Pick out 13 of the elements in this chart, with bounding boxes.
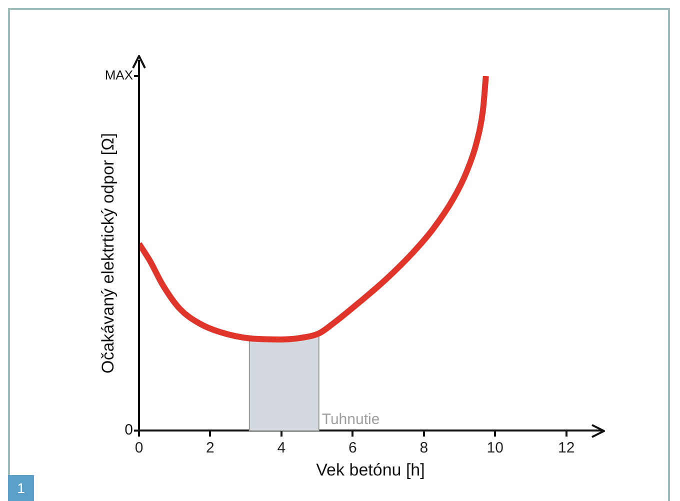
x-axis-title: Vek betónu [h] [316,460,425,480]
y-axis-title: Očakávaný elektrtický odpor [Ω] [98,133,118,374]
x-tick-label: 12 [558,440,575,457]
text: 0 [124,422,133,439]
x-tick-label: 8 [420,440,428,457]
text: 1 [17,480,26,496]
text: MAX [104,68,134,83]
x-tick-label: 0 [134,440,144,457]
x-tick-label: 6 [348,440,357,457]
x-tick-label: 10 [486,440,504,457]
band-label: Tuhnutie [322,411,380,428]
x-tick-label: 2 [206,440,214,457]
x-tick-label: 4 [277,440,286,457]
